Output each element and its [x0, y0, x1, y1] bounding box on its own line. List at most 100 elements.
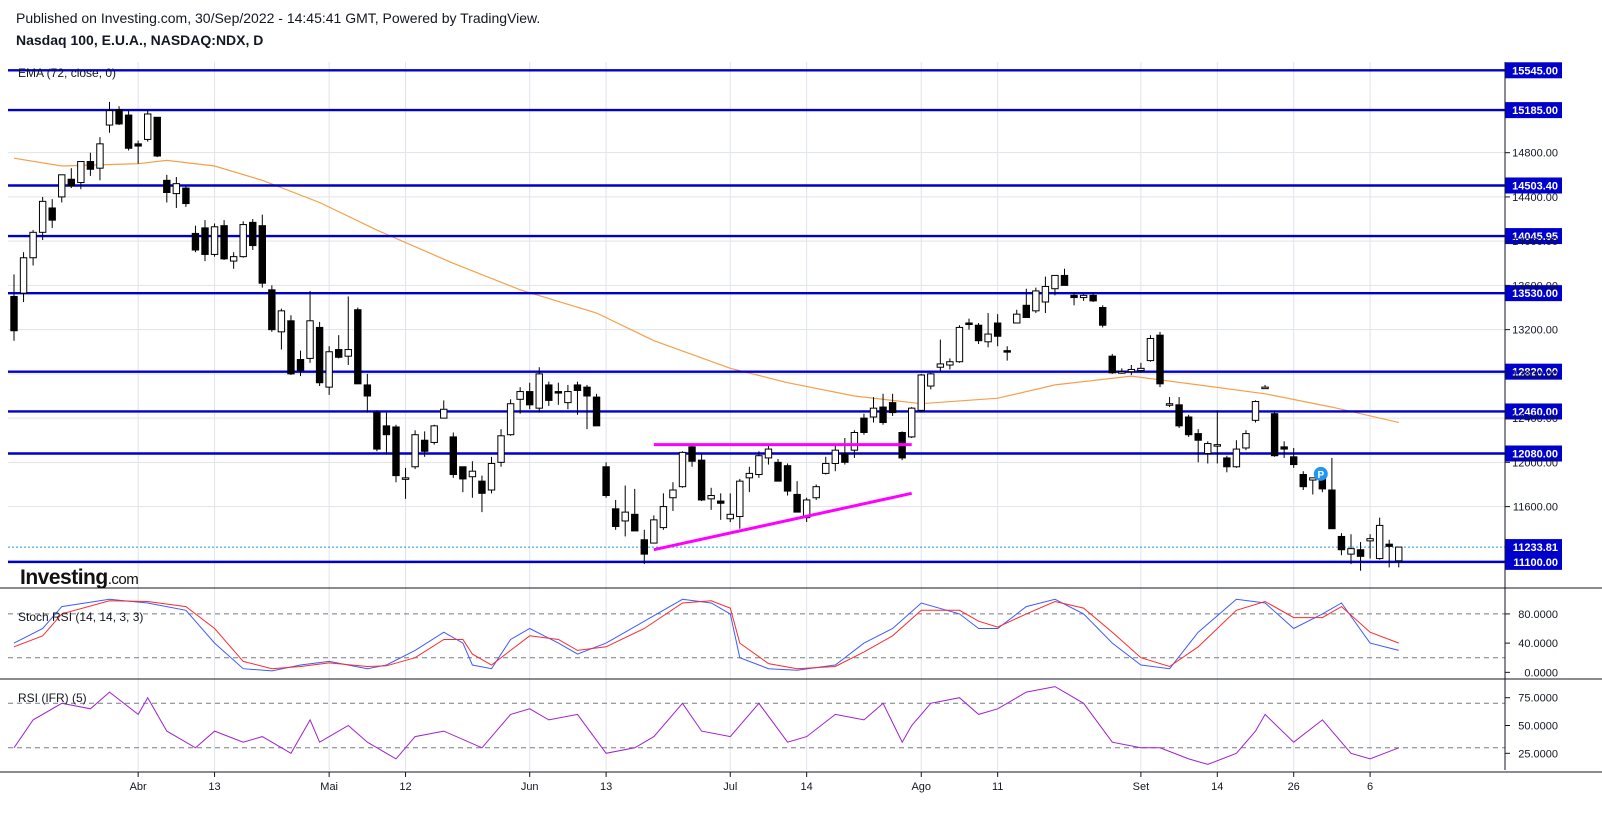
price-tag-label: 12080.00: [1512, 449, 1558, 461]
candle-body: [373, 412, 381, 450]
candle-body: [1251, 401, 1260, 421]
level-lines: 15545.00 15185.00 14503.40 14045.95 13530.00…: [8, 62, 1562, 570]
candle-body: [1079, 294, 1088, 299]
candle-body: [1395, 546, 1403, 562]
candle-body: [927, 373, 935, 387]
candles: P: [10, 101, 1403, 571]
pane-labels: EMA (72, close, 0) Stoch RSI (14, 14, 3,…: [18, 66, 143, 705]
candle-body: [210, 226, 219, 255]
published-line: Published on Investing.com, 30/Sep/2022 …: [16, 10, 541, 26]
price-tag-label: 14503.40: [1512, 180, 1558, 192]
stoch-y-tick-label: 40.0000: [1518, 638, 1558, 650]
candle-body: [1328, 489, 1336, 530]
stoch-indicator-label[interactable]: Stoch RSI (14, 14, 3, 3): [18, 610, 143, 624]
candle-body: [401, 477, 410, 480]
candle-body: [1022, 304, 1030, 318]
candle-body: [621, 511, 629, 522]
candle-body: [516, 391, 524, 400]
price-tag-label: 15185.00: [1512, 105, 1558, 117]
candle-body: [430, 425, 438, 443]
price-tag-label: 13530.00: [1512, 288, 1558, 300]
stoch-rsi-pane: [8, 598, 1505, 672]
candle-body: [717, 500, 725, 504]
candle-body: [392, 426, 400, 477]
candle-body: [10, 295, 18, 332]
candle-body: [1194, 433, 1202, 441]
rsi-y-tick-label: 25.0000: [1518, 748, 1558, 760]
candle-body: [688, 446, 696, 462]
ema-layer: [13, 157, 1399, 424]
last-price-tag: [1505, 539, 1562, 556]
rsi-y-tick-label: 75.0000: [1518, 693, 1558, 705]
candle-body: [554, 391, 563, 394]
candle-body: [38, 200, 47, 233]
candle-body: [860, 417, 868, 433]
candle-body: [19, 257, 28, 294]
candle-body: [1165, 403, 1174, 406]
candle-body: [908, 407, 916, 438]
price-tag-label: 11100.00: [1513, 557, 1558, 569]
candle-body: [984, 333, 992, 343]
x-tick-label: 13: [600, 781, 612, 793]
candle-body: [182, 187, 190, 205]
x-tick-label: 13: [208, 781, 220, 793]
candle-body: [1232, 448, 1241, 468]
grid: [8, 62, 1505, 770]
candle-body: [1003, 350, 1011, 353]
candle-body: [1270, 413, 1279, 457]
candle-body: [115, 109, 123, 125]
candle-body: [1280, 446, 1288, 450]
candle-body: [879, 406, 887, 424]
investing-logo: Investing.com: [20, 566, 139, 589]
candle-body: [1070, 294, 1078, 299]
candle-body: [1118, 371, 1126, 374]
x-tick-label: Jun: [521, 781, 539, 793]
logo-suffix: .com: [108, 571, 139, 588]
candle-body: [841, 453, 849, 463]
symbol-title: Nasdaq 100, E.U.A., NASDAQ:NDX, D: [16, 32, 264, 48]
candle-body: [1146, 337, 1155, 362]
candle-body: [239, 224, 247, 258]
price-tag: [1505, 403, 1562, 420]
candle-body: [220, 225, 228, 260]
stoch-y-tick-label: 0.0000: [1524, 667, 1558, 679]
candle-body: [888, 402, 897, 414]
candle-body: [650, 519, 658, 544]
trendline: [653, 491, 913, 552]
stoch-series-k: [13, 598, 1399, 672]
ema-indicator-label[interactable]: EMA (72, close, 0): [18, 66, 116, 80]
price-tag: [1505, 228, 1562, 245]
candle-body: [1261, 386, 1269, 390]
price-tag: [1505, 62, 1562, 79]
candle-body: [1032, 290, 1040, 312]
candle-body: [783, 465, 792, 492]
price-tag: [1505, 285, 1562, 302]
candle-body: [1309, 477, 1317, 481]
trendlines: [653, 443, 913, 552]
candle-body: [363, 384, 372, 397]
candle-body: [335, 349, 343, 358]
candle-body: [736, 480, 744, 518]
y-tick-label: 12400.00: [1512, 413, 1558, 425]
candle-body: [1375, 524, 1384, 560]
candle-body: [268, 289, 276, 331]
rsi-indicator-label[interactable]: RSI (IFR) (5): [18, 691, 87, 705]
candle-body: [831, 449, 839, 464]
candle-body: [468, 470, 477, 478]
candle-body: [134, 143, 142, 147]
x-tick-label: Mai: [320, 781, 338, 793]
svg-text:Investing.com: Investing.com: [20, 566, 138, 589]
candle-body: [1242, 433, 1250, 449]
candle-body: [506, 403, 515, 436]
candle-body: [850, 431, 859, 451]
candle-body: [459, 466, 467, 480]
candle-body: [640, 539, 648, 555]
candle-body: [58, 174, 66, 198]
y-tick-label: 11600.00: [1513, 502, 1558, 514]
candle-body: [1366, 538, 1374, 542]
candle-body: [1204, 443, 1212, 454]
price-tag: [1505, 445, 1562, 462]
candle-body: [325, 351, 333, 388]
candle-body: [1213, 444, 1221, 447]
